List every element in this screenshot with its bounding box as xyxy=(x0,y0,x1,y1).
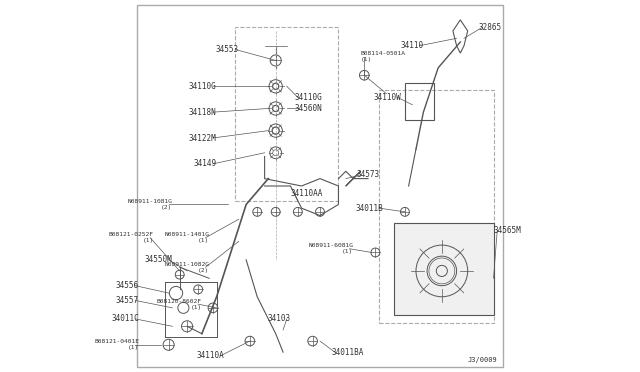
Text: 34011B: 34011B xyxy=(355,203,383,213)
Text: 34556: 34556 xyxy=(116,281,139,290)
Bar xyxy=(379,90,493,323)
Text: 32865: 32865 xyxy=(479,23,502,32)
Text: 34550M: 34550M xyxy=(145,255,172,264)
Bar xyxy=(394,223,493,315)
Text: 34118N: 34118N xyxy=(189,108,216,117)
Text: 34560N: 34560N xyxy=(294,104,322,113)
Polygon shape xyxy=(453,20,468,53)
Text: J3/0009: J3/0009 xyxy=(467,357,497,363)
Text: 34557: 34557 xyxy=(116,296,139,305)
Text: N08911-1401G
(1): N08911-1401G (1) xyxy=(164,232,209,243)
Text: 34573: 34573 xyxy=(357,170,380,179)
Text: 34565M: 34565M xyxy=(493,226,522,235)
Text: 34110A: 34110A xyxy=(196,351,224,360)
Text: 34110G: 34110G xyxy=(189,82,216,91)
Text: N08911-6081G
(1): N08911-6081G (1) xyxy=(308,243,353,254)
Text: B08114-0501A
(1): B08114-0501A (1) xyxy=(360,51,406,62)
Text: 34011BA: 34011BA xyxy=(331,348,364,357)
Text: 34553: 34553 xyxy=(216,45,239,54)
Text: N08911-1081G
(2): N08911-1081G (2) xyxy=(127,199,172,210)
Text: B08121-0401E
(1): B08121-0401E (1) xyxy=(94,339,139,350)
Text: 34149: 34149 xyxy=(193,159,216,169)
Text: 34110W: 34110W xyxy=(374,93,401,102)
Text: 34110AA: 34110AA xyxy=(291,189,323,198)
Text: N08911-1082G
(2): N08911-1082G (2) xyxy=(164,262,209,273)
Text: 34103: 34103 xyxy=(268,314,291,323)
Bar xyxy=(235,27,339,201)
Text: 34011C: 34011C xyxy=(111,314,139,323)
Text: B08120-8602F
(1): B08120-8602F (1) xyxy=(157,299,202,310)
Bar xyxy=(405,83,435,119)
Text: 34110G: 34110G xyxy=(294,93,322,102)
Text: 34110: 34110 xyxy=(400,41,424,50)
Text: 34122M: 34122M xyxy=(189,134,216,142)
Text: B08121-0252F
(1): B08121-0252F (1) xyxy=(109,232,154,243)
